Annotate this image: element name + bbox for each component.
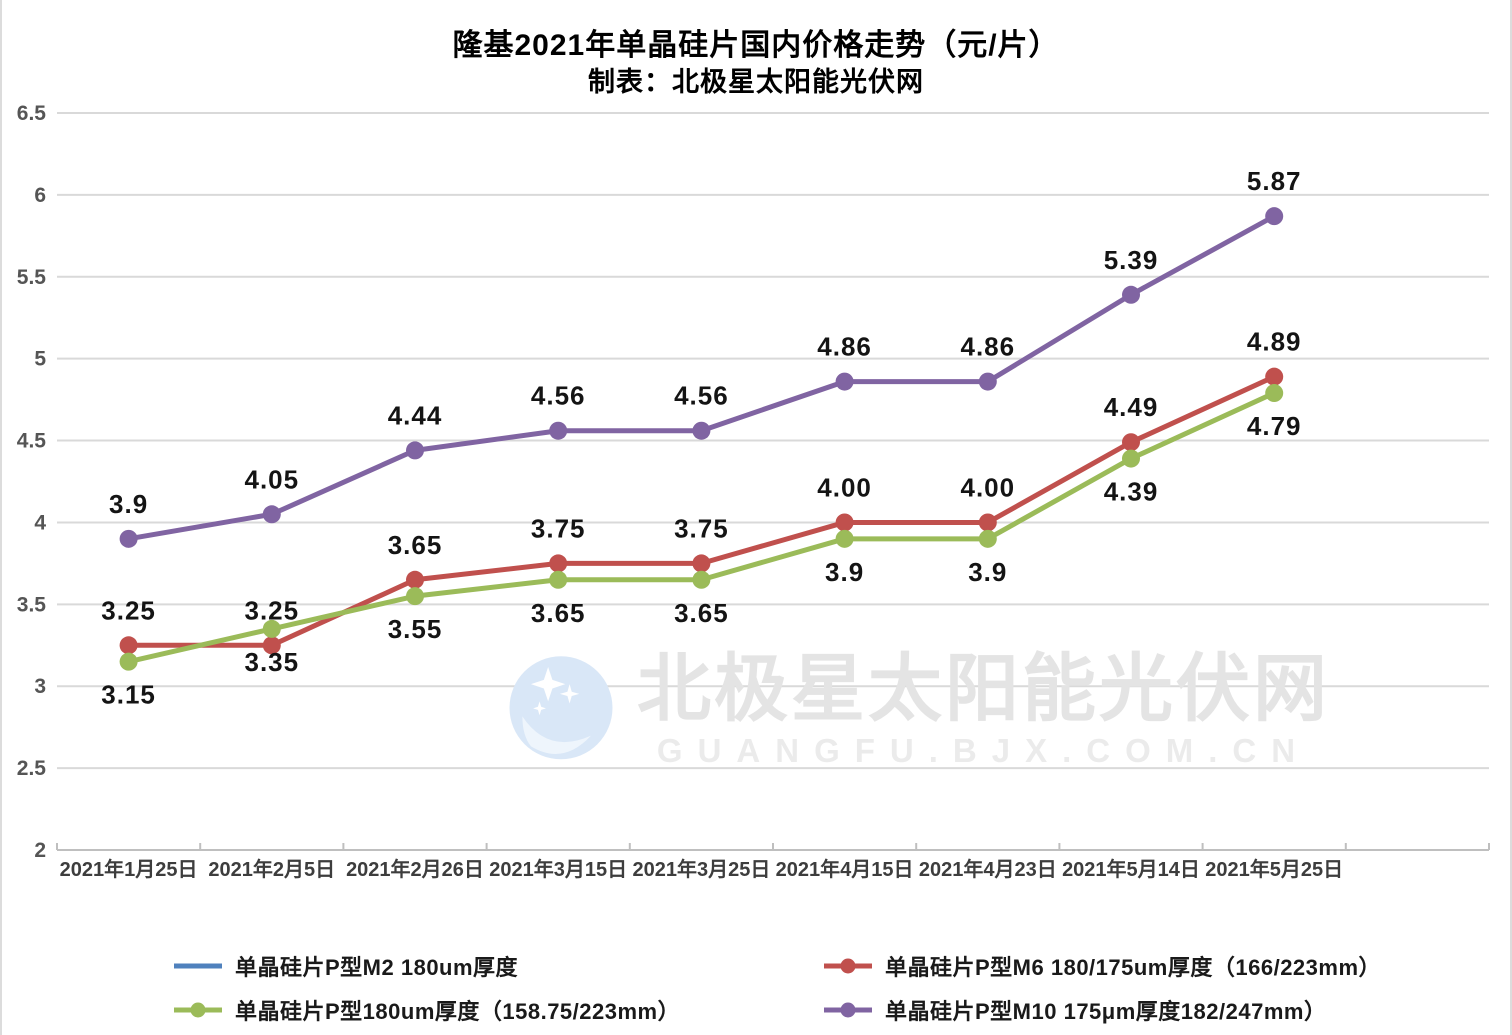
legend-item-3: 单晶硅片P型M10 175μm厚度182/247mm） (822, 994, 1482, 1026)
data-point (1265, 367, 1284, 386)
data-label: 4.79 (1247, 411, 1302, 441)
data-point (835, 372, 854, 391)
y-tick-label: 5 (34, 348, 46, 371)
data-label: 4.00 (817, 472, 872, 502)
data-point (1122, 433, 1140, 452)
x-tick-label: 2021年3月15日 (489, 857, 627, 881)
data-label: 5.87 (1247, 166, 1302, 196)
data-label: 4.56 (674, 381, 729, 411)
data-label: 4.56 (531, 381, 586, 411)
legend-swatch-icon (824, 1002, 872, 1018)
data-label: 4.89 (1247, 327, 1302, 357)
data-point (835, 513, 854, 532)
legend-swatch-icon (174, 1002, 222, 1018)
data-point (119, 529, 138, 548)
legend-label: 单晶硅片P型M10 175μm厚度182/247mm） (885, 999, 1327, 1024)
chart-subtitle: 制表：北极星太阳能光伏网 (588, 67, 924, 97)
data-label: 3.65 (531, 598, 586, 628)
x-tick-label: 2021年1月25日 (60, 857, 198, 881)
x-tick-label: 2021年2月26日 (346, 857, 484, 881)
data-point (406, 587, 424, 606)
legend-label: 单晶硅片P型M6 180/175um厚度（166/223mm） (885, 955, 1382, 980)
data-point (549, 554, 568, 573)
data-point (262, 636, 281, 655)
data-label: 3.65 (388, 530, 443, 560)
data-point (406, 441, 424, 460)
data-point (978, 529, 997, 548)
data-label: 4.86 (817, 332, 872, 362)
data-label: 3.55 (388, 614, 443, 644)
legend-item-2: 单晶硅片P型180um厚度（158.75/223mm） (172, 994, 822, 1026)
data-label: 3.35 (244, 647, 299, 677)
y-tick-label: 6 (34, 184, 46, 207)
legend-swatch-icon (824, 958, 872, 974)
data-point (835, 529, 854, 548)
legend-item-1: 单晶硅片P型M6 180/175um厚度（166/223mm） (822, 950, 1482, 982)
data-point (262, 505, 281, 524)
data-point (119, 636, 138, 655)
data-label: 3.15 (101, 680, 156, 710)
y-tick-label: 4.5 (17, 430, 47, 453)
y-tick-label: 3 (34, 675, 46, 698)
data-label: 3.25 (101, 595, 156, 625)
data-point (978, 372, 997, 391)
data-label: 3.65 (674, 598, 729, 628)
data-point (549, 570, 568, 589)
y-tick-label: 4 (34, 511, 46, 534)
x-tick-label: 2021年5月25日 (1205, 857, 1343, 881)
data-label: 5.39 (1104, 245, 1159, 275)
data-label: 4.86 (960, 332, 1015, 362)
x-tick-label: 2021年4月23日 (919, 857, 1057, 881)
data-point (1122, 285, 1140, 304)
legend-label: 单晶硅片P型180um厚度（158.75/223mm） (235, 999, 681, 1024)
y-tick-label: 2.5 (17, 757, 47, 780)
data-label: 4.39 (1104, 477, 1159, 507)
data-label: 4.49 (1104, 392, 1159, 422)
x-tick-label: 2021年3月25日 (632, 857, 770, 881)
y-tick-label: 6.5 (17, 102, 47, 125)
data-point (1265, 207, 1284, 226)
data-label: 4.44 (388, 400, 443, 430)
legend-swatch-icon (174, 963, 222, 969)
data-label: 3.75 (531, 513, 586, 543)
data-label: 4.05 (244, 464, 299, 494)
data-point (1265, 384, 1284, 403)
data-point (119, 652, 138, 671)
legend-label: 单晶硅片P型M2 180um厚度 (235, 955, 519, 980)
legend: 单晶硅片P型M2 180um厚度 单晶硅片P型M6 180/175um厚度（166… (172, 950, 1482, 1026)
data-label: 3.9 (109, 489, 148, 519)
legend-item-0: 单晶硅片P型M2 180um厚度 (172, 950, 822, 982)
y-tick-label: 3.5 (17, 593, 47, 616)
y-tick-label: 5.5 (17, 266, 47, 289)
data-point (406, 570, 424, 589)
y-tick-label: 2 (34, 839, 46, 862)
data-label: 3.9 (825, 557, 864, 587)
x-tick-label: 2021年4月15日 (776, 857, 914, 881)
data-label: 3.9 (968, 557, 1007, 587)
data-point (1122, 449, 1140, 468)
data-point (692, 554, 711, 573)
x-tick-label: 2021年2月5日 (208, 857, 335, 881)
data-point (692, 570, 711, 589)
data-point (978, 513, 997, 532)
series-line-3 (126, 213, 1277, 542)
chart-title: 隆基2021年单晶硅片国内价格走势（元/片） (452, 29, 1060, 62)
data-point (262, 619, 281, 638)
x-tick-label: 2021年5月14日 (1062, 857, 1200, 881)
data-point (549, 421, 568, 440)
data-label: 3.75 (674, 513, 729, 543)
data-label: 4.00 (960, 472, 1015, 502)
data-point (692, 421, 711, 440)
